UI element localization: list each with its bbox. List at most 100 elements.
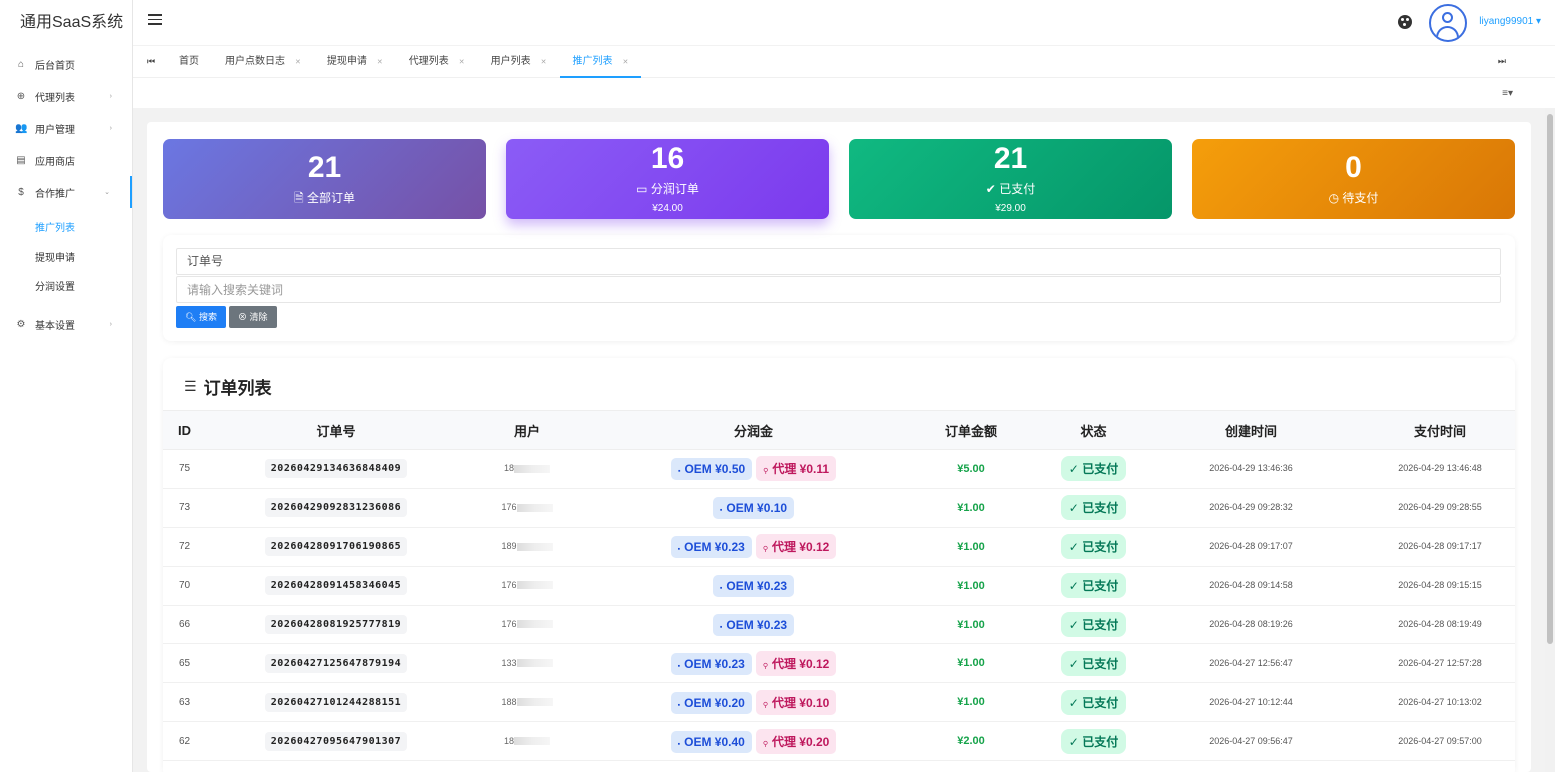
column-header[interactable]: 订单号 bbox=[233, 410, 439, 450]
submenu-item-profit-settings[interactable]: 分润设置 bbox=[35, 282, 75, 293]
clock-icon: ◷ bbox=[1328, 191, 1340, 205]
close-icon[interactable]: ✕ bbox=[295, 59, 301, 66]
oem-profit-badge: ▪ OEM ¥0.23 bbox=[712, 574, 795, 597]
table-row[interactable]: 75 20260429134636848409 18 ▪ OEM ¥0.50 ⚲ 代理 ¥0… bbox=[163, 449, 1515, 489]
paid-time: 2026-04-27 12:57:28 bbox=[1398, 657, 1482, 668]
user-phone: 176 bbox=[501, 502, 517, 513]
column-header[interactable]: 状态 bbox=[1050, 410, 1137, 450]
masked-text bbox=[516, 620, 553, 629]
paid-time: 2026-04-28 09:15:15 bbox=[1398, 580, 1482, 591]
cell-status: ✓ 已支付 bbox=[1050, 488, 1137, 528]
building-icon: ▪ bbox=[677, 662, 681, 670]
close-icon[interactable]: ✕ bbox=[622, 59, 629, 66]
table-row[interactable]: 62 20260427095647901307 18 ▪ OEM ¥0.40 ⚲ 代理 ¥0… bbox=[163, 721, 1515, 762]
stat-label: 待支付 bbox=[1342, 191, 1379, 205]
tab-home[interactable]: 首页 bbox=[166, 46, 212, 78]
order-amount: ¥1.00 bbox=[957, 579, 985, 592]
cell-created: 2026-04-29 13:46:36 bbox=[1137, 449, 1365, 489]
sidebar-item-users[interactable]: 👥 用户管理 › bbox=[0, 112, 132, 144]
badge-text: 代理 ¥0.20 bbox=[771, 734, 830, 749]
order-number: 20260429134636848409 bbox=[264, 459, 408, 479]
tab-scroll-left-icon[interactable]: ⏮ bbox=[147, 56, 156, 66]
sidebar-item-agents[interactable]: ⊕ 代理列表 › bbox=[0, 80, 132, 112]
user-menu[interactable]: liyang99901 ▾ bbox=[1479, 16, 1541, 27]
palette-icon[interactable] bbox=[1398, 15, 1412, 29]
cell-id: 70 bbox=[163, 566, 233, 606]
check-circle-icon: ✔ bbox=[985, 182, 996, 196]
table-row[interactable]: 73 20260429092831236086 176 ▪ OEM ¥0.10 ¥1.00… bbox=[163, 488, 1515, 528]
close-icon[interactable]: ✕ bbox=[376, 59, 383, 66]
table-row[interactable]: 63 20260427101244288151 188 ▪ OEM ¥0.20 ⚲ 代理 ¥… bbox=[163, 682, 1515, 723]
avatar[interactable] bbox=[1429, 4, 1467, 42]
scrollbar-thumb[interactable] bbox=[1547, 114, 1553, 644]
stat-label: 已支付 bbox=[999, 182, 1036, 196]
table-row[interactable]: 66 20260428081925777819 176 ▪ OEM ¥0.23 ¥1.00… bbox=[163, 605, 1515, 645]
status-text: 已支付 bbox=[1082, 618, 1119, 632]
file-icon: 🗎 bbox=[293, 191, 304, 205]
cell-order-no: 20260429092831236086 bbox=[233, 488, 439, 528]
cell-created: 2026-04-29 09:28:32 bbox=[1137, 488, 1365, 528]
agent-profit-badge: ⚲ 代理 ¥0.12 bbox=[755, 534, 837, 560]
created-time: 2026-04-29 13:46:36 bbox=[1209, 463, 1293, 474]
check-icon: ✓ bbox=[1068, 695, 1083, 710]
search-input[interactable] bbox=[176, 276, 1501, 303]
sidebar-item-label: 应用商店 bbox=[35, 156, 75, 168]
order-number: 20260428081925777819 bbox=[264, 615, 408, 634]
badge-text: 代理 ¥0.12 bbox=[771, 540, 830, 555]
status-badge: ✓ 已支付 bbox=[1060, 689, 1127, 715]
list-title: ☰ 订单列表 bbox=[184, 374, 272, 399]
app-logo[interactable]: 通用SaaS系统 bbox=[20, 14, 124, 31]
table-row[interactable]: 72 20260428091706190865 189 ▪ OEM ¥0.23 ⚲ 代理 ¥… bbox=[163, 527, 1515, 567]
tab-agents[interactable]: 代理列表 ✕ bbox=[396, 46, 478, 78]
column-header[interactable]: 支付时间 bbox=[1365, 410, 1515, 450]
sidebar-item-settings[interactable]: ⚙ 基本设置 › bbox=[0, 309, 132, 341]
column-header[interactable]: 用户 bbox=[439, 410, 615, 450]
sidebar: 通用SaaS系统 ⌂ 后台首页 ⊕ 代理列表 › 👥 用户管理 › ▤ 应用商店… bbox=[0, 0, 133, 772]
sidebar-item-label: 后台首页 bbox=[35, 60, 75, 72]
column-header[interactable]: ID bbox=[163, 410, 233, 450]
table-row[interactable]: 65 20260427125647879194 133 ▪ OEM ¥0.23 ⚲ 代理 ¥… bbox=[163, 643, 1515, 684]
oem-profit-badge: ▪ OEM ¥0.10 bbox=[712, 496, 795, 519]
badge-text: OEM ¥0.10 bbox=[726, 500, 788, 515]
sidebar-item-promotion[interactable]: $ 合作推广 ⌄ bbox=[0, 176, 132, 208]
sidebar-item-store[interactable]: ▤ 应用商店 bbox=[0, 144, 132, 176]
cell-status: ✓ 已支付 bbox=[1050, 566, 1137, 606]
search-field-select[interactable]: 订单号 bbox=[176, 248, 1501, 275]
cell-order-no: 20260428091458346045 bbox=[233, 566, 439, 606]
badge-text: 代理 ¥0.10 bbox=[771, 695, 830, 710]
status-text: 已支付 bbox=[1082, 656, 1119, 671]
stats-row: 21 🗎 全部订单 16 ▭ 分润订单 ¥24.00 21 ✔ 已支付 ¥29.… bbox=[163, 139, 1515, 219]
building-icon: ▪ bbox=[677, 740, 681, 748]
close-icon[interactable]: ✕ bbox=[540, 59, 547, 66]
tab-promotion-list[interactable]: 推广列表 ✕ bbox=[559, 46, 642, 78]
cell-amount: ¥1.00 bbox=[892, 682, 1050, 723]
stat-value: 16 bbox=[650, 142, 685, 175]
tab-scroll-right-icon[interactable]: ⏭ bbox=[1497, 56, 1506, 66]
person-icon: ⚲ bbox=[763, 468, 769, 476]
button-label: 清除 bbox=[249, 312, 268, 322]
oem-profit-badge: ▪ OEM ¥0.40 bbox=[670, 730, 752, 753]
submenu-item-withdraw[interactable]: 提现申请 bbox=[35, 252, 75, 264]
order-amount: ¥5.00 bbox=[957, 462, 985, 475]
tab-options-dropdown-icon[interactable]: ≡▾ bbox=[1502, 88, 1513, 99]
tab-withdraw[interactable]: 提现申请 ✕ bbox=[314, 46, 396, 78]
close-icon[interactable]: ✕ bbox=[458, 59, 465, 66]
masked-text bbox=[516, 659, 553, 668]
cell-status: ✓ 已支付 bbox=[1050, 643, 1137, 684]
column-header[interactable]: 创建时间 bbox=[1137, 410, 1365, 450]
order-number: 20260427101244288151 bbox=[264, 692, 408, 712]
table-row[interactable]: 70 20260428091458346045 176 ▪ OEM ¥0.23 ¥1.00… bbox=[163, 566, 1515, 606]
clear-button[interactable]: ⊗ 清除 bbox=[229, 306, 277, 328]
page-scrollbar[interactable] bbox=[1545, 108, 1555, 772]
stat-label: 全部订单 bbox=[306, 191, 355, 205]
tab-users[interactable]: 用户列表 ✕ bbox=[478, 46, 560, 78]
submenu-item-promotion-list[interactable]: 推广列表 bbox=[35, 223, 75, 234]
cell-paid: 2026-04-29 13:46:48 bbox=[1365, 449, 1515, 489]
list-title-text: 订单列表 bbox=[203, 379, 272, 398]
sidebar-item-home[interactable]: ⌂ 后台首页 bbox=[0, 48, 132, 80]
column-header[interactable]: 分润金 bbox=[615, 410, 892, 450]
search-button[interactable]: 🔍︎ 搜索 bbox=[176, 306, 226, 328]
column-header[interactable]: 订单金额 bbox=[892, 410, 1050, 450]
menu-toggle-icon[interactable] bbox=[148, 14, 162, 26]
tab-points-log[interactable]: 用户点数日志 ✕ bbox=[212, 46, 314, 78]
